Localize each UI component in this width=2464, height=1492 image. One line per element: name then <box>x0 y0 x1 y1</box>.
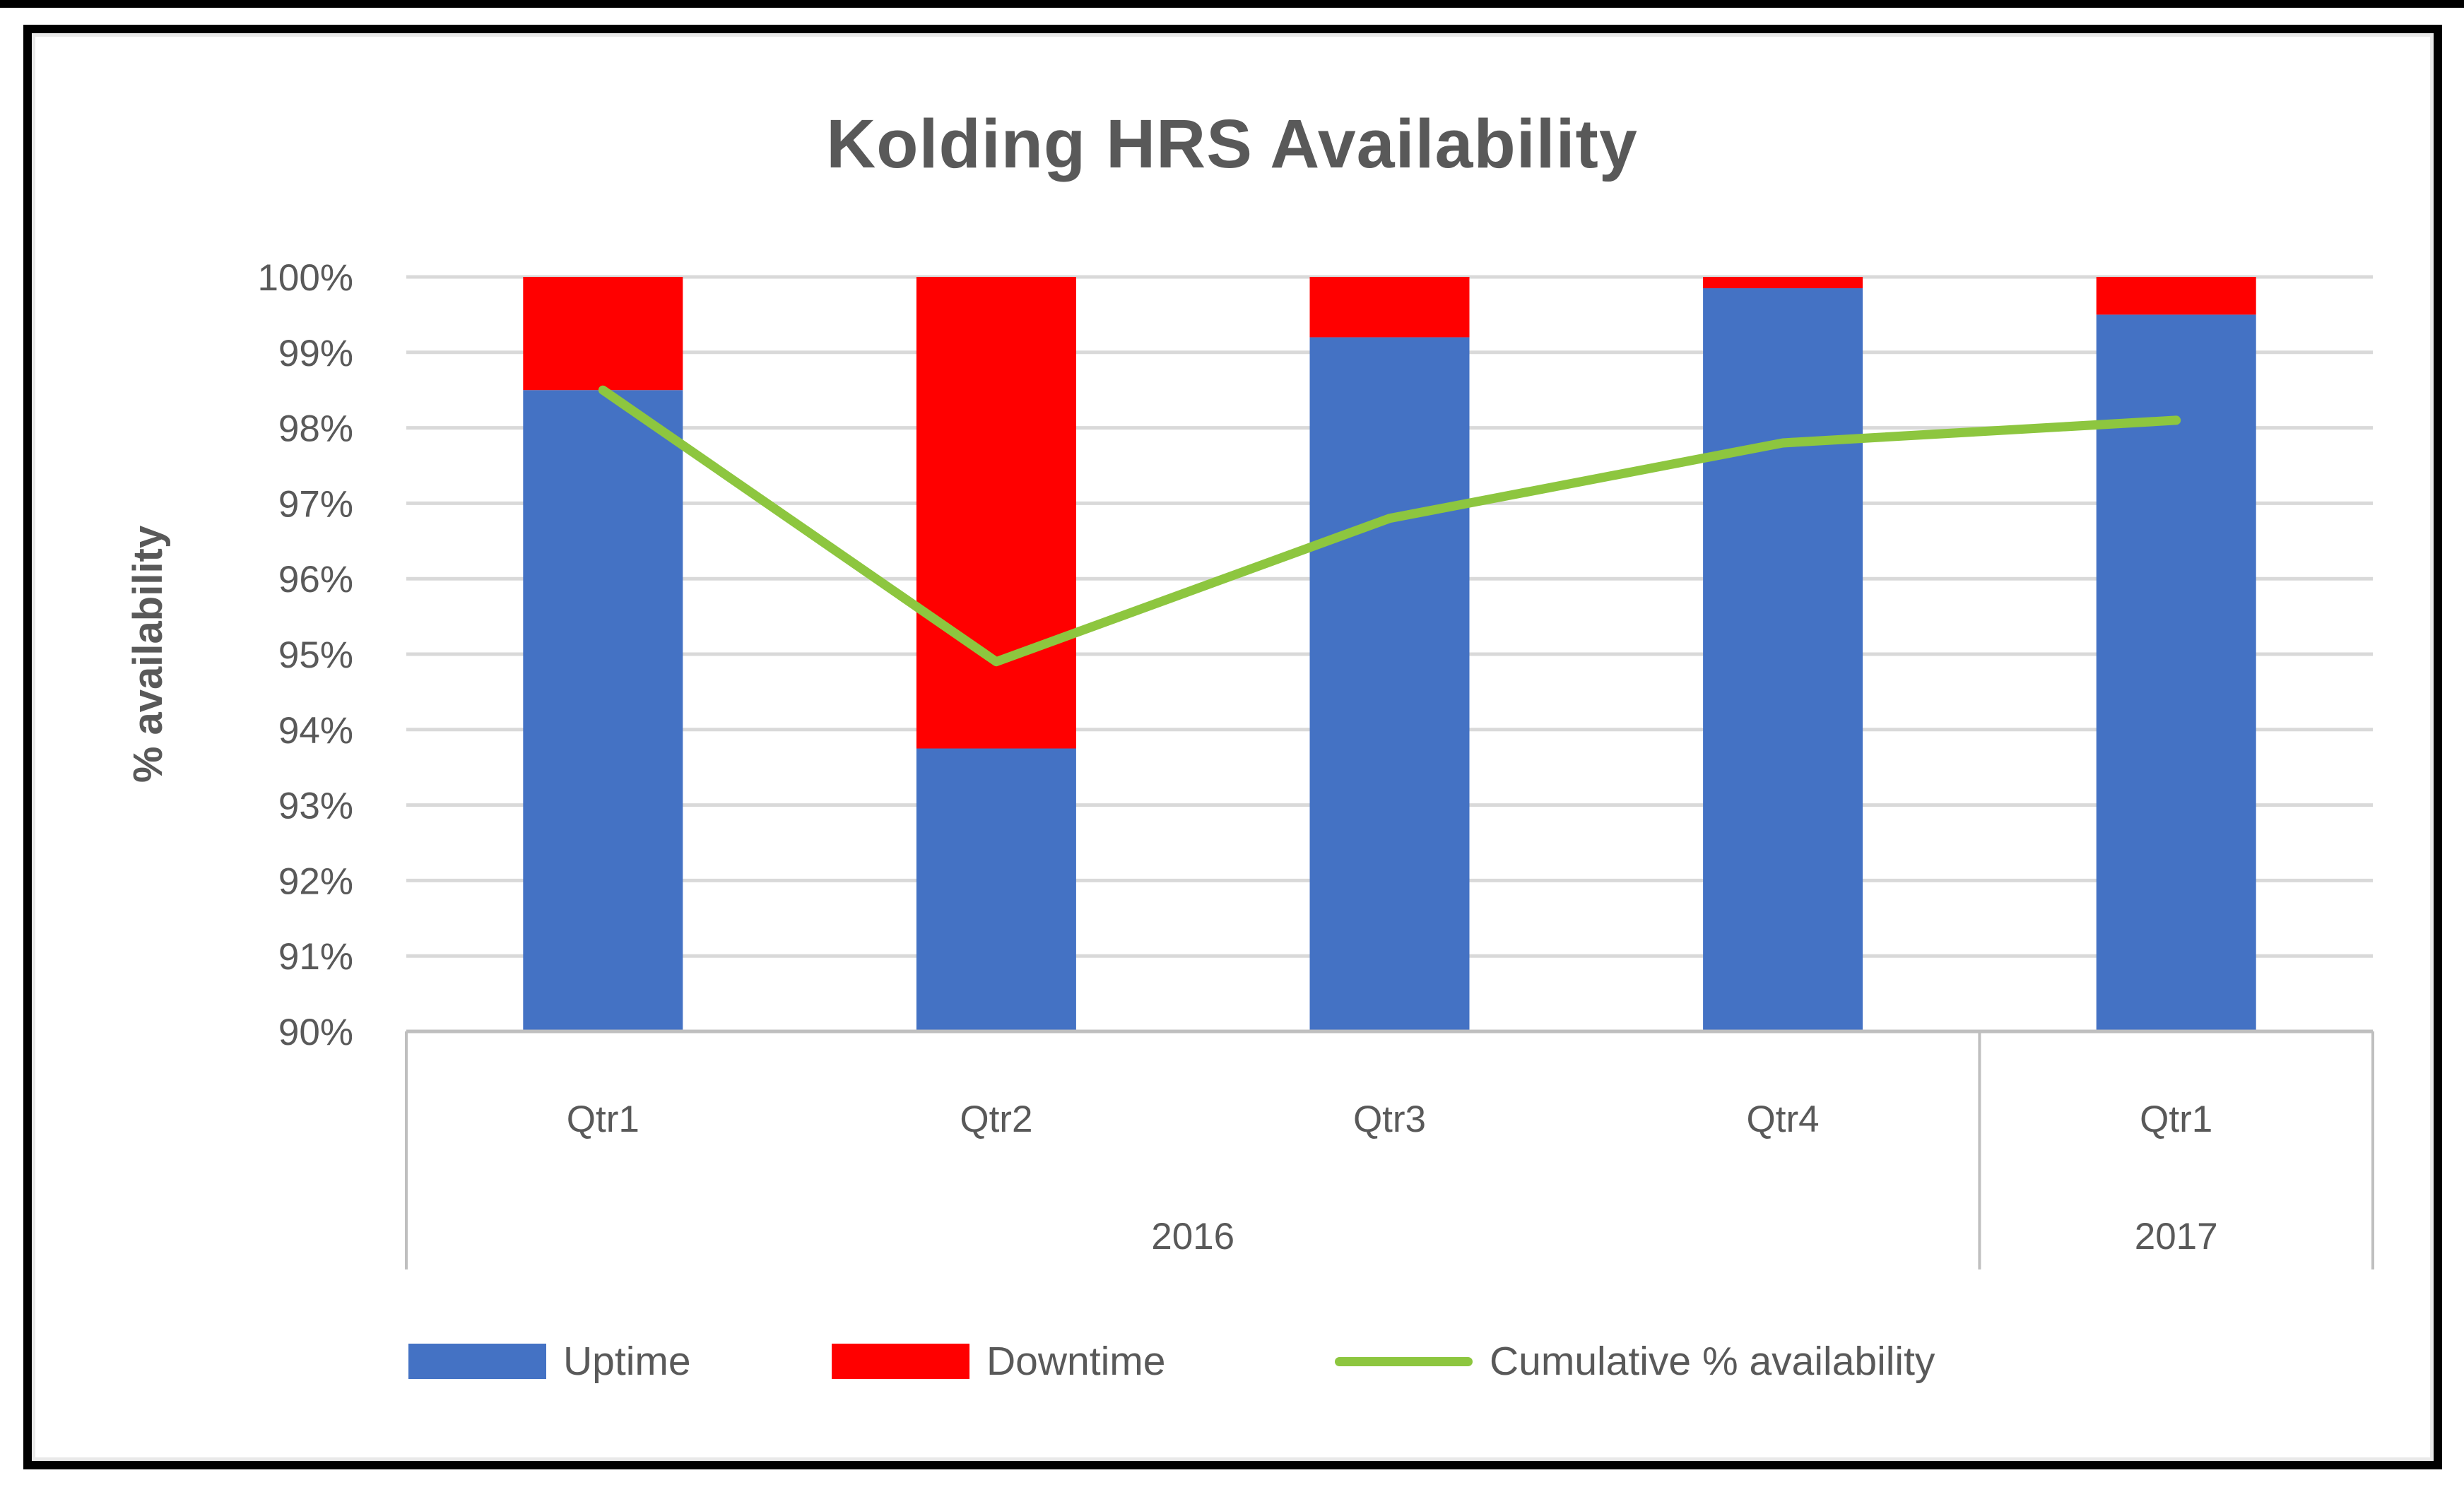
uptime-color-swatch <box>408 1344 546 1379</box>
bar-downtime-qtr1-0 <box>523 277 683 391</box>
y-tick-label-92: 92% <box>278 860 353 902</box>
x-category-label-3: Qtr4 <box>1747 1099 1820 1140</box>
y-tick-label-98: 98% <box>278 408 353 450</box>
bar-uptime-qtr2-1 <box>916 748 1076 1031</box>
bar-uptime-qtr1-0 <box>523 390 683 1031</box>
legend-item-uptime: Uptime <box>408 1339 691 1384</box>
y-tick-label-95: 95% <box>278 634 353 676</box>
bar-downtime-qtr3-2 <box>1309 277 1470 338</box>
bar-uptime-qtr4-3 <box>1703 288 1863 1031</box>
top-edge-line <box>0 0 2464 8</box>
cumulative-line-swatch <box>1335 1356 1473 1366</box>
x-category-label-4: Qtr1 <box>2140 1099 2212 1140</box>
legend-label-uptime: Uptime <box>563 1339 691 1384</box>
bar-downtime-qtr2-1 <box>916 277 1076 749</box>
legend-label-cumulative: Cumulative % availability <box>1490 1339 1935 1384</box>
chart-title: Kolding HRS Availability <box>826 105 1638 182</box>
legend-item-downtime: Downtime <box>832 1339 1165 1384</box>
y-tick-label-91: 91% <box>278 936 353 978</box>
y-axis-title: % availability <box>125 525 171 783</box>
year-label-2016: 2016 <box>1151 1216 1234 1257</box>
y-tick-label-99: 99% <box>278 333 353 374</box>
legend-label-downtime: Downtime <box>986 1339 1166 1384</box>
y-tick-label-100: 100% <box>257 257 353 299</box>
downtime-color-swatch <box>832 1344 969 1379</box>
x-category-label-1: Qtr2 <box>960 1099 1032 1140</box>
bar-downtime-qtr1-4 <box>2096 277 2256 315</box>
legend-item-cumulative: Cumulative % availability <box>1335 1339 1935 1384</box>
cumulative-availability-line <box>598 385 2181 667</box>
chart-outer-frame <box>23 25 2442 1469</box>
y-tick-label-97: 97% <box>278 483 353 525</box>
y-tick-label-90: 90% <box>278 1012 353 1053</box>
y-tick-label-93: 93% <box>278 786 353 827</box>
y-tick-label-96: 96% <box>278 559 353 600</box>
year-label-2017: 2017 <box>2135 1216 2218 1257</box>
bar-downtime-qtr4-3 <box>1703 277 1863 289</box>
bar-uptime-qtr3-2 <box>1309 337 1470 1031</box>
x-category-label-2: Qtr3 <box>1353 1099 1426 1140</box>
x-category-label-0: Qtr1 <box>567 1099 639 1140</box>
bar-uptime-qtr1-4 <box>2096 314 2256 1031</box>
y-tick-label-94: 94% <box>278 710 353 752</box>
